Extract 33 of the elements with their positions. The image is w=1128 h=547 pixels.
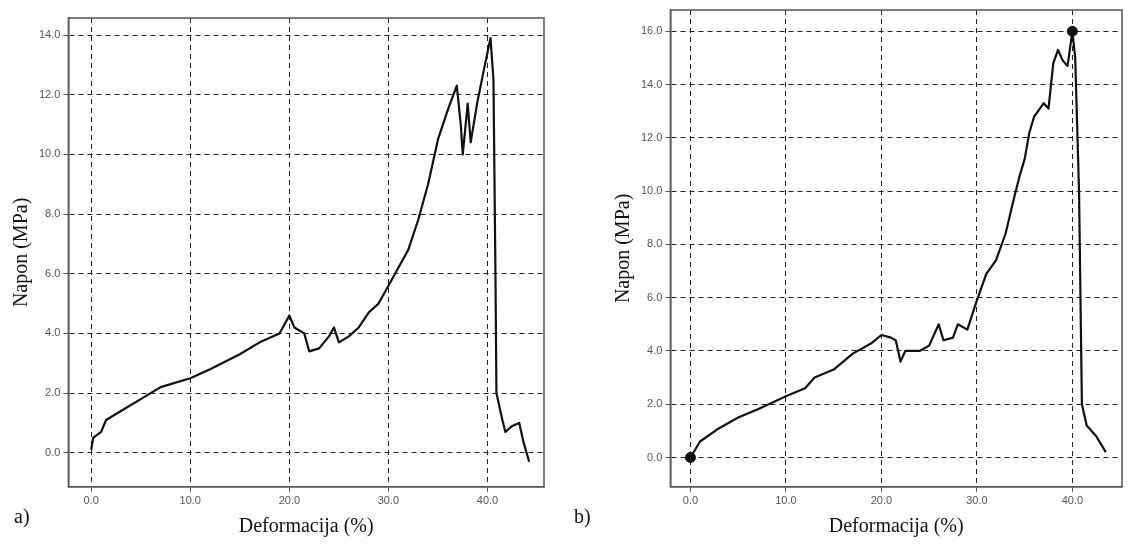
x-tick-label: 20.0 bbox=[870, 494, 893, 507]
x-tick-label: 20.0 bbox=[278, 494, 301, 507]
y-tick-label: 0.0 bbox=[647, 450, 663, 463]
y-tick-label: 0.0 bbox=[45, 445, 61, 458]
text: a) bbox=[14, 505, 30, 528]
y-tick-label: 8.0 bbox=[647, 237, 663, 250]
y-tick-label: 14.0 bbox=[640, 77, 663, 90]
y-axis-title: Napon (MPa) bbox=[611, 193, 635, 304]
y-tick-label: 16.0 bbox=[640, 24, 663, 37]
x-tick-label: 0.0 bbox=[83, 494, 99, 507]
y-tick-label: 10.0 bbox=[640, 184, 663, 197]
y-tick-label: 2.0 bbox=[45, 386, 61, 399]
x-tick-label: 10.0 bbox=[775, 494, 797, 507]
y-tick-label: 4.0 bbox=[647, 343, 663, 356]
y-tick-label: 12.0 bbox=[640, 130, 663, 143]
y-tick-label: 6.0 bbox=[647, 290, 663, 303]
x-tick-label: 40.0 bbox=[1061, 494, 1084, 507]
y-tick-label: 8.0 bbox=[45, 207, 61, 220]
y-axis-title: Napon (MPa) bbox=[9, 197, 33, 308]
x-tick-label: 40.0 bbox=[476, 494, 499, 507]
y-tick-label: 6.0 bbox=[45, 266, 61, 279]
y-tick-label: 4.0 bbox=[45, 326, 61, 339]
y-tick-label: 14.0 bbox=[38, 28, 61, 41]
y-tick-label: 12.0 bbox=[38, 87, 61, 100]
x-tick-label: 30.0 bbox=[966, 494, 988, 507]
text: b) bbox=[574, 505, 591, 528]
y-tick-label: 2.0 bbox=[647, 397, 663, 410]
x-tick-label: 0.0 bbox=[682, 494, 699, 507]
x-tick-label: 10.0 bbox=[179, 494, 201, 507]
x-axis-title: Deformacija (%) bbox=[238, 514, 374, 538]
y-tick-label: 10.0 bbox=[38, 147, 61, 160]
x-tick-label: 30.0 bbox=[377, 494, 400, 507]
x-axis-title: Deformacija (%) bbox=[828, 514, 964, 538]
